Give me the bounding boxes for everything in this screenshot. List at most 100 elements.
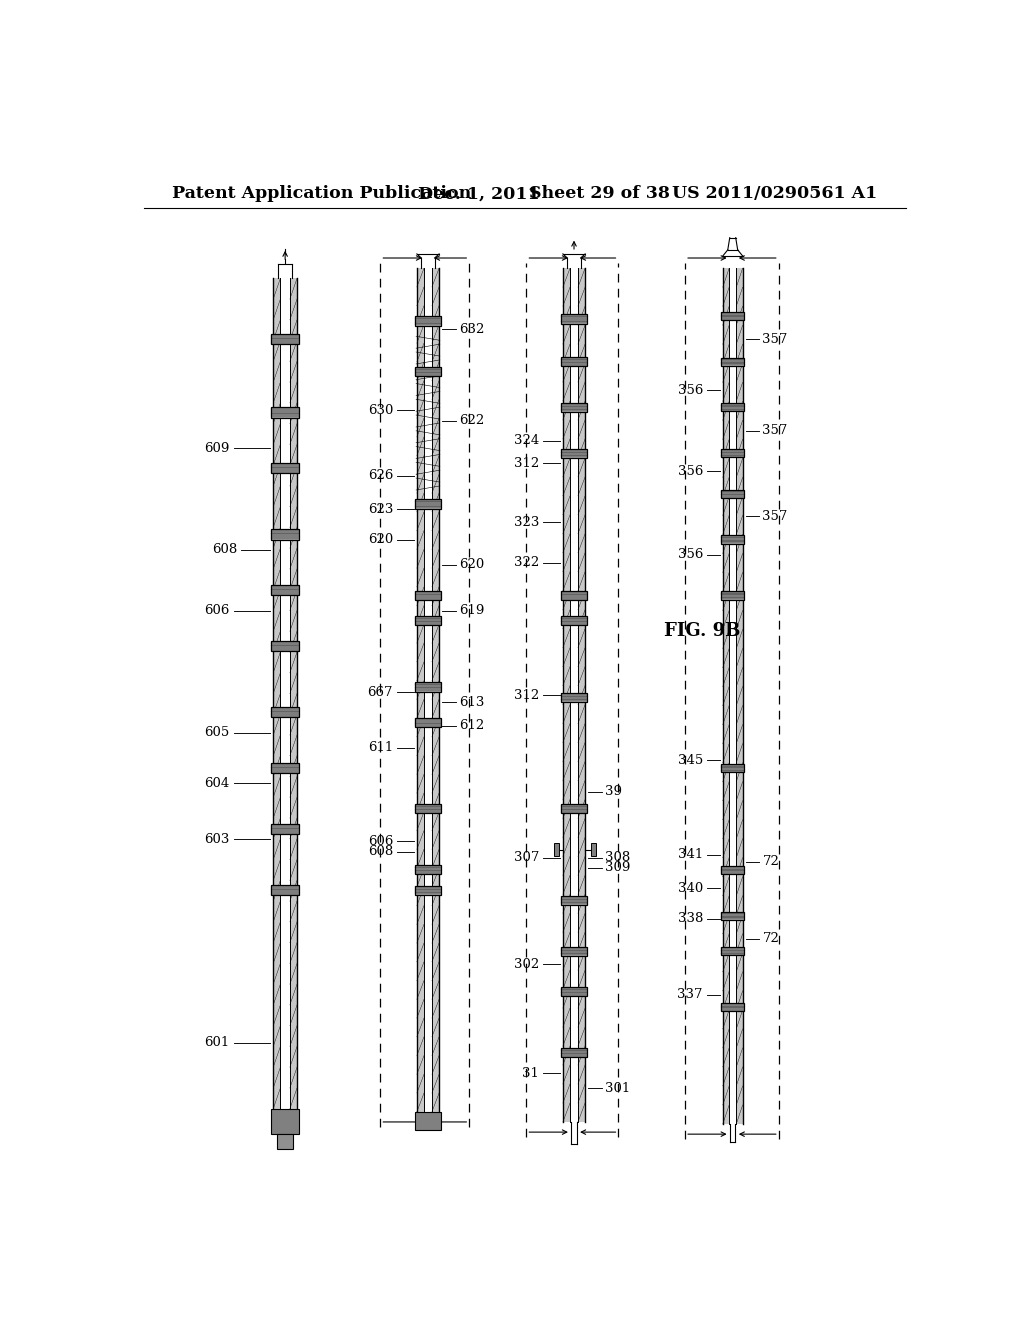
Bar: [561, 987, 587, 997]
Text: US 2011/0290561 A1: US 2011/0290561 A1: [672, 185, 877, 202]
Bar: [270, 708, 299, 718]
Text: 626: 626: [368, 469, 393, 482]
Bar: [561, 896, 587, 906]
Bar: [416, 866, 440, 874]
Text: 622: 622: [459, 414, 484, 428]
Bar: [561, 804, 587, 813]
Bar: [561, 946, 587, 956]
Bar: [270, 334, 299, 345]
Bar: [554, 843, 559, 855]
Text: 601: 601: [205, 1036, 229, 1049]
Bar: [592, 843, 596, 855]
Text: 619: 619: [459, 605, 484, 618]
Text: 606: 606: [204, 605, 229, 618]
Bar: [721, 358, 744, 366]
Text: 308: 308: [605, 851, 630, 865]
Text: 606: 606: [368, 836, 393, 847]
Text: 604: 604: [205, 777, 229, 789]
Bar: [416, 682, 440, 692]
Bar: [290, 279, 297, 1109]
Text: 301: 301: [605, 1082, 630, 1094]
Text: 312: 312: [514, 457, 539, 470]
Bar: [570, 268, 578, 1122]
Bar: [270, 1109, 299, 1134]
Bar: [270, 886, 299, 895]
Text: Sheet 29 of 38: Sheet 29 of 38: [528, 185, 670, 202]
Text: 609: 609: [204, 442, 229, 454]
Text: 323: 323: [514, 516, 539, 529]
Text: 357: 357: [763, 333, 787, 346]
Bar: [721, 490, 744, 498]
Bar: [721, 764, 744, 772]
Text: 340: 340: [678, 882, 702, 895]
Text: 39: 39: [605, 785, 622, 799]
Bar: [721, 591, 744, 599]
Text: 356: 356: [678, 465, 702, 478]
Text: 620: 620: [368, 533, 393, 546]
Text: FIG. 9B: FIG. 9B: [664, 622, 740, 640]
Text: 357: 357: [763, 424, 787, 437]
Bar: [270, 585, 299, 595]
Bar: [561, 449, 587, 458]
Text: 72: 72: [763, 932, 779, 945]
Bar: [729, 268, 736, 1123]
Bar: [416, 616, 440, 626]
Text: 357: 357: [763, 510, 787, 523]
Bar: [561, 314, 587, 323]
Bar: [417, 268, 424, 1111]
Bar: [561, 591, 587, 601]
Text: 324: 324: [514, 434, 539, 447]
Text: 611: 611: [368, 742, 393, 755]
Bar: [270, 642, 299, 651]
Bar: [561, 693, 587, 702]
Bar: [415, 1111, 441, 1130]
Text: 31: 31: [522, 1067, 539, 1080]
Bar: [416, 718, 440, 727]
Bar: [721, 912, 744, 920]
Bar: [416, 591, 440, 601]
Bar: [721, 449, 744, 457]
Text: 312: 312: [514, 689, 539, 701]
Text: 630: 630: [368, 404, 393, 417]
Text: 608: 608: [212, 544, 238, 556]
Bar: [270, 763, 299, 774]
Text: 341: 341: [678, 849, 702, 861]
Bar: [281, 279, 290, 1109]
Text: 356: 356: [678, 384, 702, 396]
Bar: [721, 866, 744, 874]
Text: 608: 608: [368, 845, 393, 858]
Bar: [270, 408, 299, 417]
Text: Patent Application Publication: Patent Application Publication: [172, 185, 471, 202]
Bar: [563, 268, 570, 1122]
Bar: [721, 1003, 744, 1011]
Text: 338: 338: [678, 912, 702, 925]
Bar: [723, 268, 729, 1123]
Text: 603: 603: [204, 833, 229, 846]
Text: 623: 623: [368, 503, 393, 516]
Bar: [736, 268, 742, 1123]
Text: 309: 309: [605, 862, 631, 874]
Bar: [416, 804, 440, 813]
Text: 322: 322: [514, 557, 539, 569]
Bar: [416, 886, 440, 895]
Bar: [561, 358, 587, 366]
Text: 72: 72: [763, 855, 779, 869]
Bar: [424, 268, 432, 1111]
Text: 345: 345: [678, 754, 702, 767]
Bar: [721, 404, 744, 412]
Bar: [416, 367, 440, 376]
Text: 620: 620: [459, 558, 484, 572]
Text: 605: 605: [205, 726, 229, 739]
Bar: [270, 463, 299, 474]
Bar: [561, 403, 587, 412]
Bar: [416, 499, 440, 508]
Text: 337: 337: [678, 989, 702, 1002]
Bar: [578, 268, 585, 1122]
Text: 613: 613: [459, 696, 484, 709]
Bar: [721, 536, 744, 544]
Bar: [273, 279, 281, 1109]
Bar: [721, 312, 744, 319]
Bar: [276, 1134, 294, 1150]
Text: Dec. 1, 2011: Dec. 1, 2011: [418, 185, 540, 202]
Text: 356: 356: [678, 548, 702, 561]
